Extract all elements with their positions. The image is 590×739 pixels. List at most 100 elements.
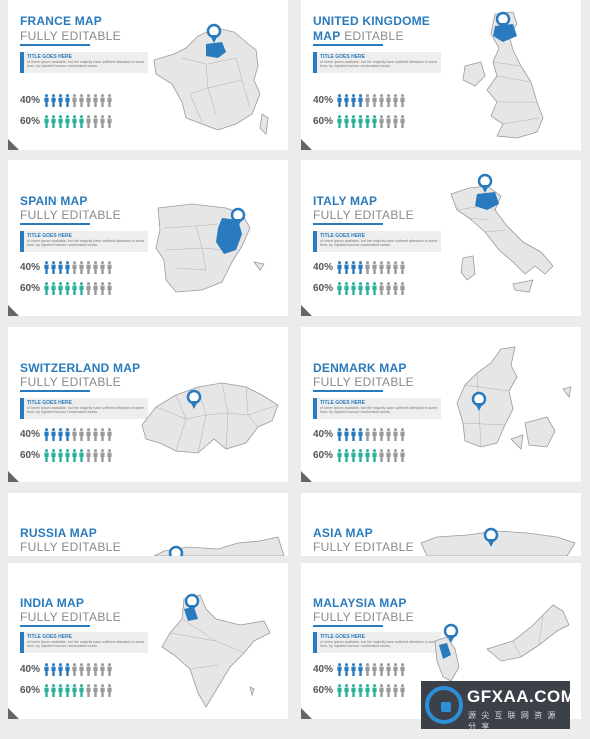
stat-percent: 60% [313, 283, 334, 294]
person-icon [351, 449, 356, 462]
person-icon [400, 282, 405, 295]
spain-map [155, 203, 265, 293]
stat-percent: 60% [20, 450, 41, 461]
person-icon [393, 684, 398, 697]
person-icon [344, 428, 349, 441]
slide-card-uk[interactable]: UNITED KINGDOME MAP EDITABLE TITLE GOES … [301, 0, 581, 150]
stat-percent: 60% [313, 450, 334, 461]
person-icon [100, 663, 105, 676]
text-box: TITLE GOES HERE of lorem ipsum available… [313, 52, 441, 73]
map-pin-icon [471, 391, 487, 411]
slide-subtitle: FULLY EDITABLE [313, 540, 414, 554]
slide-card-asia[interactable]: ASIA MAP FULLY EDITABLE [301, 493, 581, 556]
text-box-heading: TITLE GOES HERE [320, 233, 366, 239]
people-pictogram [337, 663, 405, 676]
person-icon [379, 428, 384, 441]
person-icon [344, 261, 349, 274]
person-icon [351, 684, 356, 697]
map-pin-icon [186, 389, 202, 409]
person-icon [107, 428, 112, 441]
person-icon [72, 684, 77, 697]
person-icon [44, 428, 49, 441]
stat-percent: 60% [313, 116, 334, 127]
person-icon [379, 282, 384, 295]
text-box-heading: TITLE GOES HERE [27, 233, 73, 239]
map-pin-icon [206, 23, 222, 43]
text-box-body: of lorem ipsum available, but the majori… [320, 60, 438, 69]
person-icon [65, 428, 70, 441]
stat-percent: 40% [20, 664, 41, 675]
slide-card-india[interactable]: INDIA MAP FULLY EDITABLE TITLE GOES HERE… [8, 563, 288, 719]
person-icon [100, 684, 105, 697]
person-icon [358, 663, 363, 676]
map-pin-icon [230, 207, 246, 227]
text-box-heading: TITLE GOES HERE [320, 54, 366, 60]
slide-subtitle: MAP EDITABLE [313, 29, 404, 43]
person-icon [93, 449, 98, 462]
slide-title: FRANCE MAP [20, 14, 102, 28]
person-icon [351, 94, 356, 107]
person-icon [51, 115, 56, 128]
person-icon [86, 115, 91, 128]
person-icon [86, 261, 91, 274]
text-box-heading: TITLE GOES HERE [320, 634, 366, 640]
person-icon [93, 282, 98, 295]
people-pictogram [337, 449, 405, 462]
person-icon [107, 449, 112, 462]
watermark-tagline: 源 尖 互 联 网 资 源 分 享 [468, 711, 557, 731]
person-icon [365, 684, 370, 697]
person-icon [372, 663, 377, 676]
person-icon [344, 115, 349, 128]
map-pin-icon [168, 545, 184, 556]
person-icon [372, 449, 377, 462]
slide-card-france[interactable]: FRANCE MAP FULLY EDITABLE TITLE GOES HER… [8, 0, 288, 150]
person-icon [107, 663, 112, 676]
person-icon [372, 94, 377, 107]
person-icon [100, 282, 105, 295]
person-icon [337, 94, 342, 107]
person-icon [386, 94, 391, 107]
person-icon [365, 449, 370, 462]
text-box: TITLE GOES HERE of lorem ipsum available… [313, 632, 441, 653]
person-icon [107, 282, 112, 295]
slide-card-switzerland[interactable]: SWITZERLAND MAP FULLY EDITABLE TITLE GOE… [8, 327, 288, 482]
person-icon [337, 261, 342, 274]
person-icon [337, 449, 342, 462]
person-icon [386, 449, 391, 462]
person-icon [372, 261, 377, 274]
person-icon [100, 115, 105, 128]
stat-percent: 60% [313, 685, 334, 696]
map-pin-icon [184, 593, 200, 613]
person-icon [400, 663, 405, 676]
person-icon [65, 115, 70, 128]
corner-mark [301, 139, 312, 150]
person-icon [358, 261, 363, 274]
person-icon [65, 663, 70, 676]
asia-map [420, 527, 576, 556]
person-icon [337, 115, 342, 128]
person-icon [107, 261, 112, 274]
malaysia-map [434, 604, 570, 682]
slide-subtitle: FULLY EDITABLE [313, 208, 414, 222]
slide-card-italy[interactable]: ITALY MAP FULLY EDITABLE TITLE GOES HERE… [301, 160, 581, 316]
slide-card-denmark[interactable]: DENMARK MAP FULLY EDITABLE TITLE GOES HE… [301, 327, 581, 482]
person-icon [365, 94, 370, 107]
person-icon [386, 115, 391, 128]
slide-card-russia[interactable]: RUSSIA MAP FULLY EDITABLE [8, 493, 288, 556]
slide-subtitle: FULLY EDITABLE [20, 208, 121, 222]
title-underline [20, 44, 90, 46]
person-icon [372, 684, 377, 697]
text-box: TITLE GOES HERE of lorem ipsum available… [20, 52, 148, 73]
map-pin-icon [483, 527, 499, 547]
people-pictogram [44, 663, 112, 676]
person-icon [86, 282, 91, 295]
slide-card-spain[interactable]: SPAIN MAP FULLY EDITABLE TITLE GOES HERE… [8, 160, 288, 316]
person-icon [79, 115, 84, 128]
people-pictogram [44, 261, 112, 274]
people-pictogram [44, 282, 112, 295]
person-icon [358, 282, 363, 295]
people-pictogram [337, 282, 405, 295]
person-icon [372, 282, 377, 295]
people-pictogram [44, 449, 112, 462]
person-icon [358, 94, 363, 107]
